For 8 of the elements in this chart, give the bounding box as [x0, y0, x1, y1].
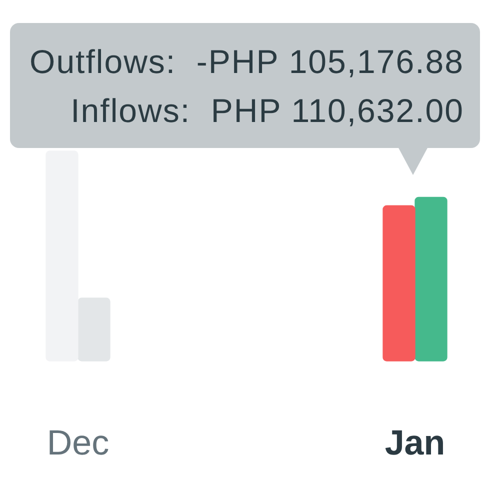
text: Inflows: PHP 110,632.00	[70, 91, 464, 131]
bar	[382, 205, 416, 362]
x-tick-label: Jan	[384, 424, 446, 463]
bar	[414, 196, 448, 362]
x-tick-label: Dec	[46, 424, 110, 463]
bar	[46, 150, 78, 362]
text: Outflows: -PHP 105,176.88	[28, 42, 464, 82]
bar	[78, 298, 110, 362]
